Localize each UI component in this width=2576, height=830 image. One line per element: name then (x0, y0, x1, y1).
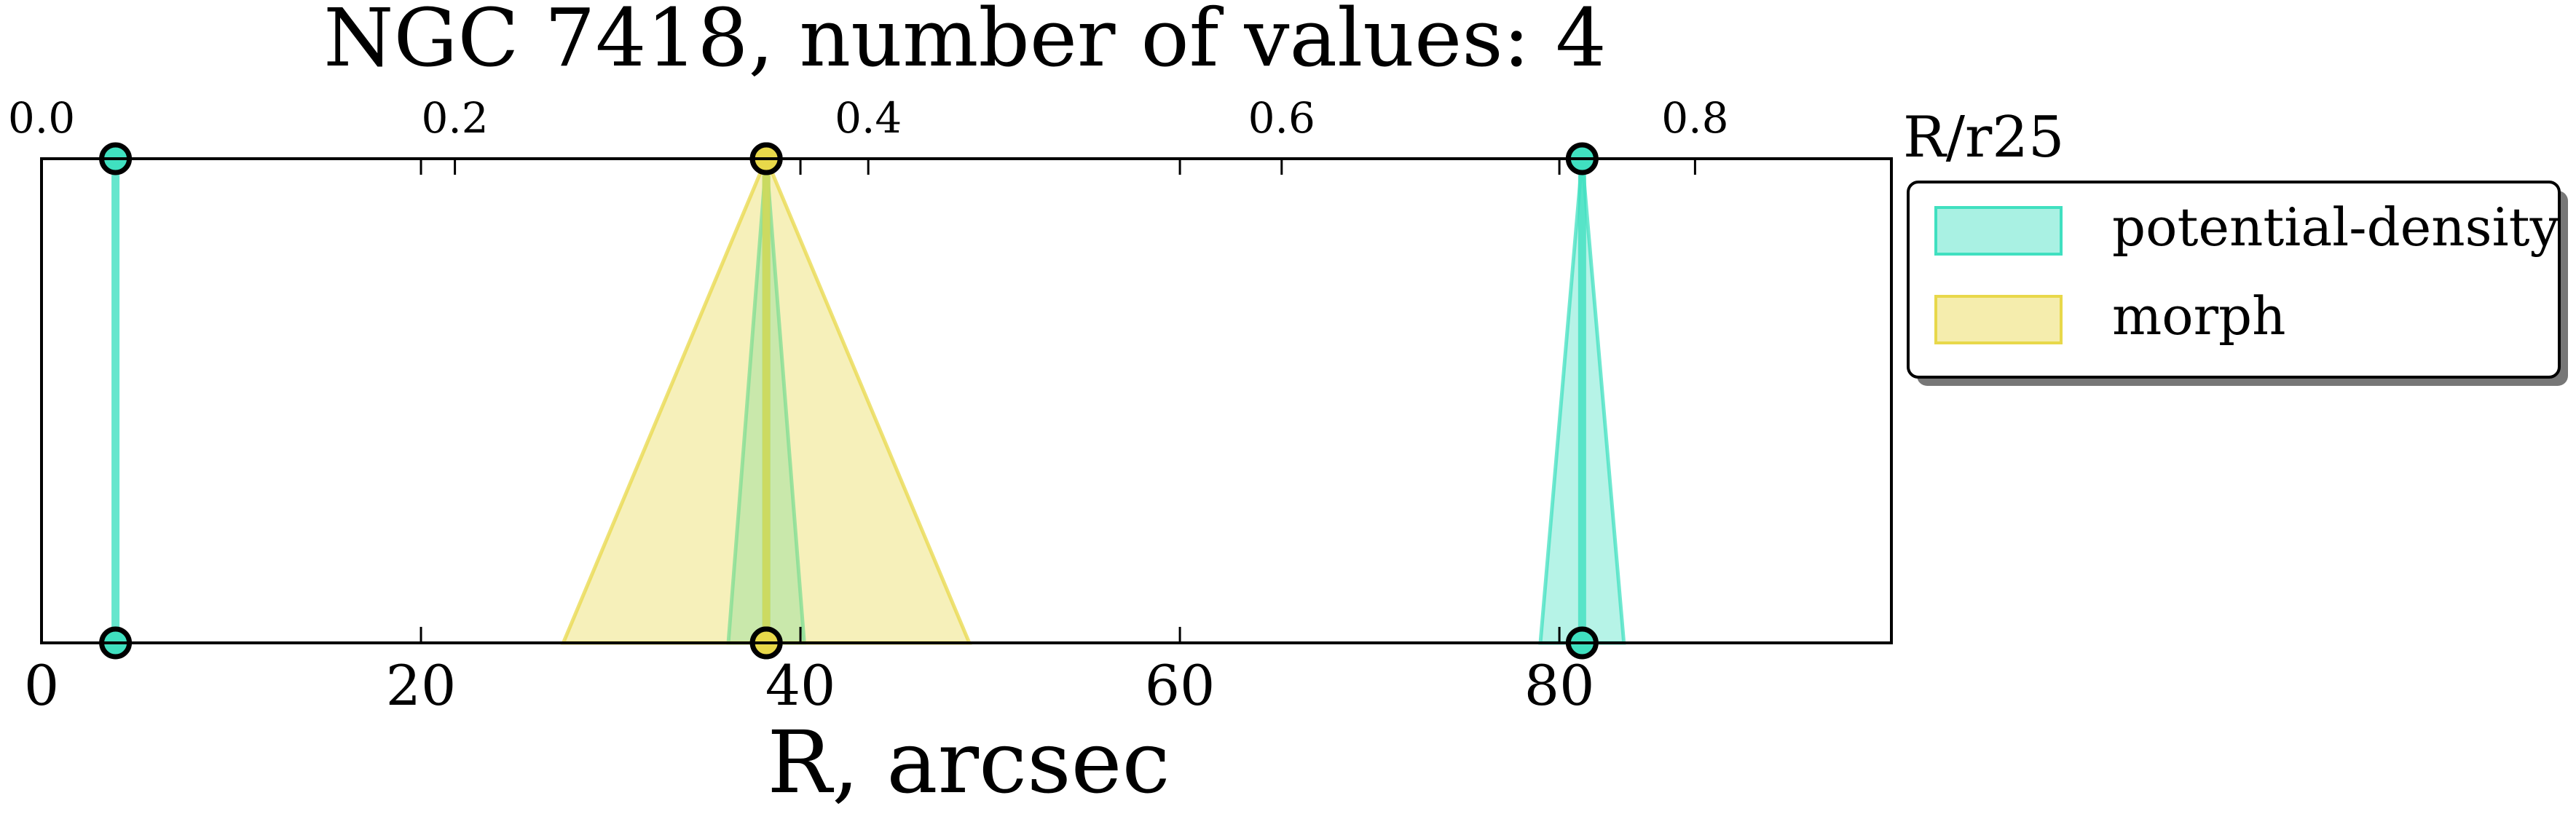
legend-label-1: morph (2112, 285, 2286, 347)
legend-label-0: potential-density (2112, 197, 2560, 258)
legend: potential-density morph (1907, 181, 2568, 386)
value-lines (111, 159, 1586, 643)
x2-tick-label-0: 0.0 (8, 93, 75, 143)
legend-swatch-0 (1934, 206, 2063, 256)
error-bands (560, 154, 1626, 645)
x-tick-label-0: 0 (24, 653, 59, 718)
legend-swatch-1 (1934, 295, 2063, 344)
x-axis-bottom: 0 20 40 60 80 (24, 159, 1595, 718)
x-axis-top: 0.0 0.2 0.4 0.6 0.8 (8, 93, 1729, 175)
legend-box (1907, 181, 2561, 379)
x-tick-label-1: 20 (386, 653, 457, 718)
x2-tick-label-3: 0.6 (1248, 93, 1315, 143)
x-tick-label-3: 60 (1145, 653, 1216, 718)
x-axis-label: R, arcsec (767, 712, 1170, 813)
legend-items: potential-density morph (1934, 197, 2560, 347)
x2-tick-label-2: 0.4 (835, 93, 902, 143)
x-tick-label-4: 80 (1524, 653, 1595, 718)
x-tick-label-2: 40 (765, 653, 836, 718)
x2-tick-label-4: 0.8 (1661, 93, 1728, 143)
top-axis-label: R/r25 (1903, 105, 2065, 170)
x2-tick-label-1: 0.2 (421, 93, 488, 143)
chart-title: NGC 7418, number of values: 4 (323, 0, 1606, 84)
plot-frame (40, 157, 1893, 644)
